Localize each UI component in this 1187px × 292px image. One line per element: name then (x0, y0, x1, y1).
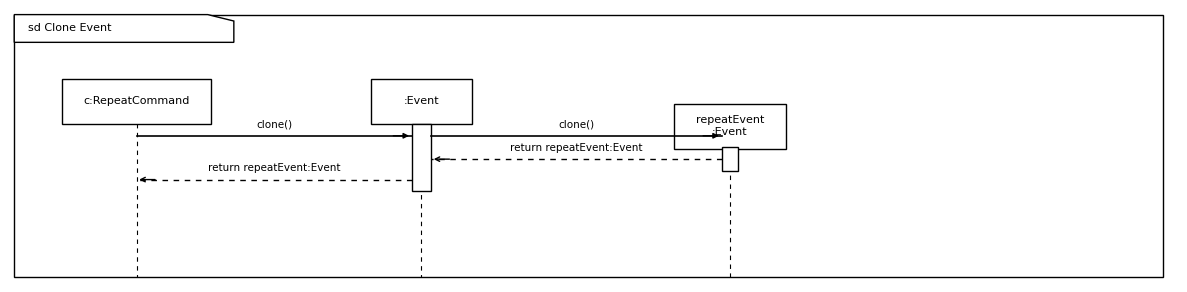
Bar (674, 104, 786, 149)
Text: return repeatEvent:Event: return repeatEvent:Event (510, 143, 642, 153)
Bar (370, 79, 472, 124)
Bar (722, 147, 738, 171)
Bar (62, 79, 210, 124)
Text: return repeatEvent:Event: return repeatEvent:Event (208, 163, 341, 173)
Text: clone(): clone() (558, 119, 595, 129)
Polygon shape (14, 15, 234, 42)
Bar (412, 124, 431, 191)
Text: sd Clone Event: sd Clone Event (28, 23, 112, 34)
Text: :Event: :Event (404, 96, 439, 107)
Text: clone(): clone() (256, 119, 292, 129)
Text: repeatEvent
:Event: repeatEvent :Event (696, 116, 764, 137)
Text: c:RepeatCommand: c:RepeatCommand (83, 96, 190, 107)
